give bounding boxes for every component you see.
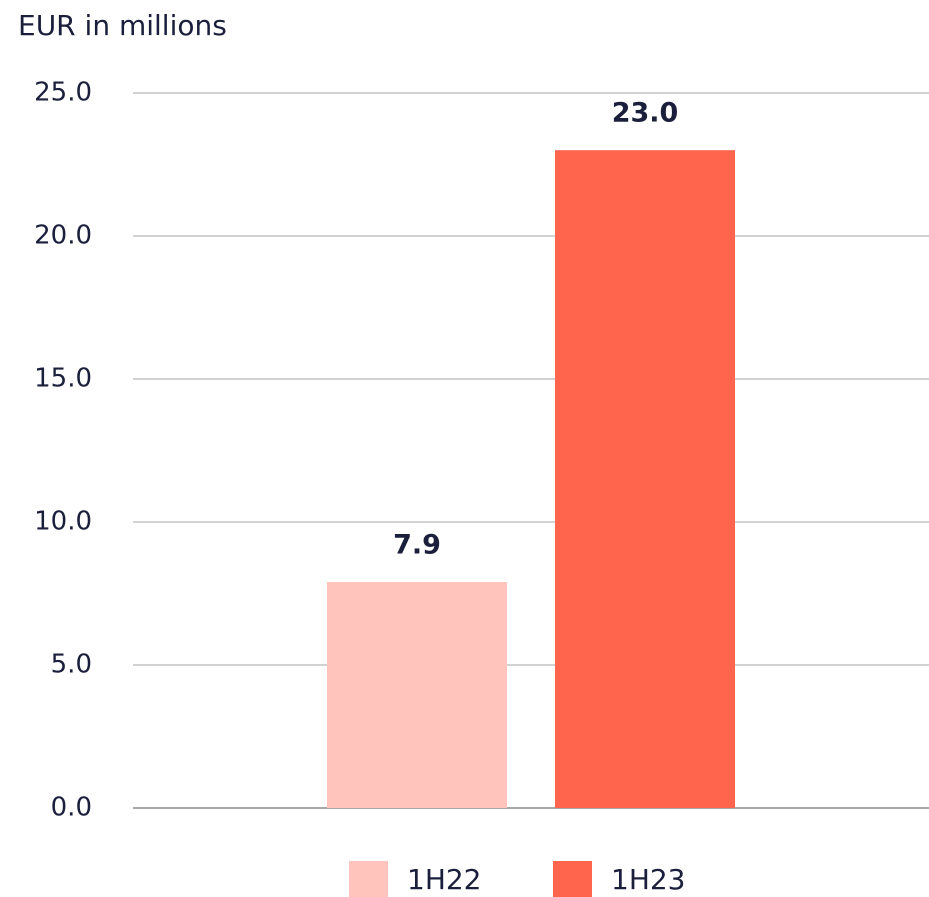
y-tick-label: 10.0	[34, 507, 92, 537]
y-tick-label: 15.0	[34, 364, 92, 394]
bar	[555, 150, 735, 808]
bar	[327, 582, 507, 808]
data-label: 23.0	[612, 98, 679, 129]
y-tick-label: 0.0	[51, 793, 92, 823]
y-tick-label: 25.0	[34, 78, 92, 108]
data-label: 7.9	[393, 530, 441, 561]
legend-label: 1H23	[611, 863, 686, 896]
y-tick-label: 5.0	[51, 650, 92, 680]
legend-swatch	[349, 861, 388, 897]
y-axis-title: EUR in millions	[18, 9, 227, 42]
legend-label: 1H22	[407, 863, 482, 896]
legend-swatch	[553, 861, 592, 897]
y-tick-label: 20.0	[34, 221, 92, 251]
